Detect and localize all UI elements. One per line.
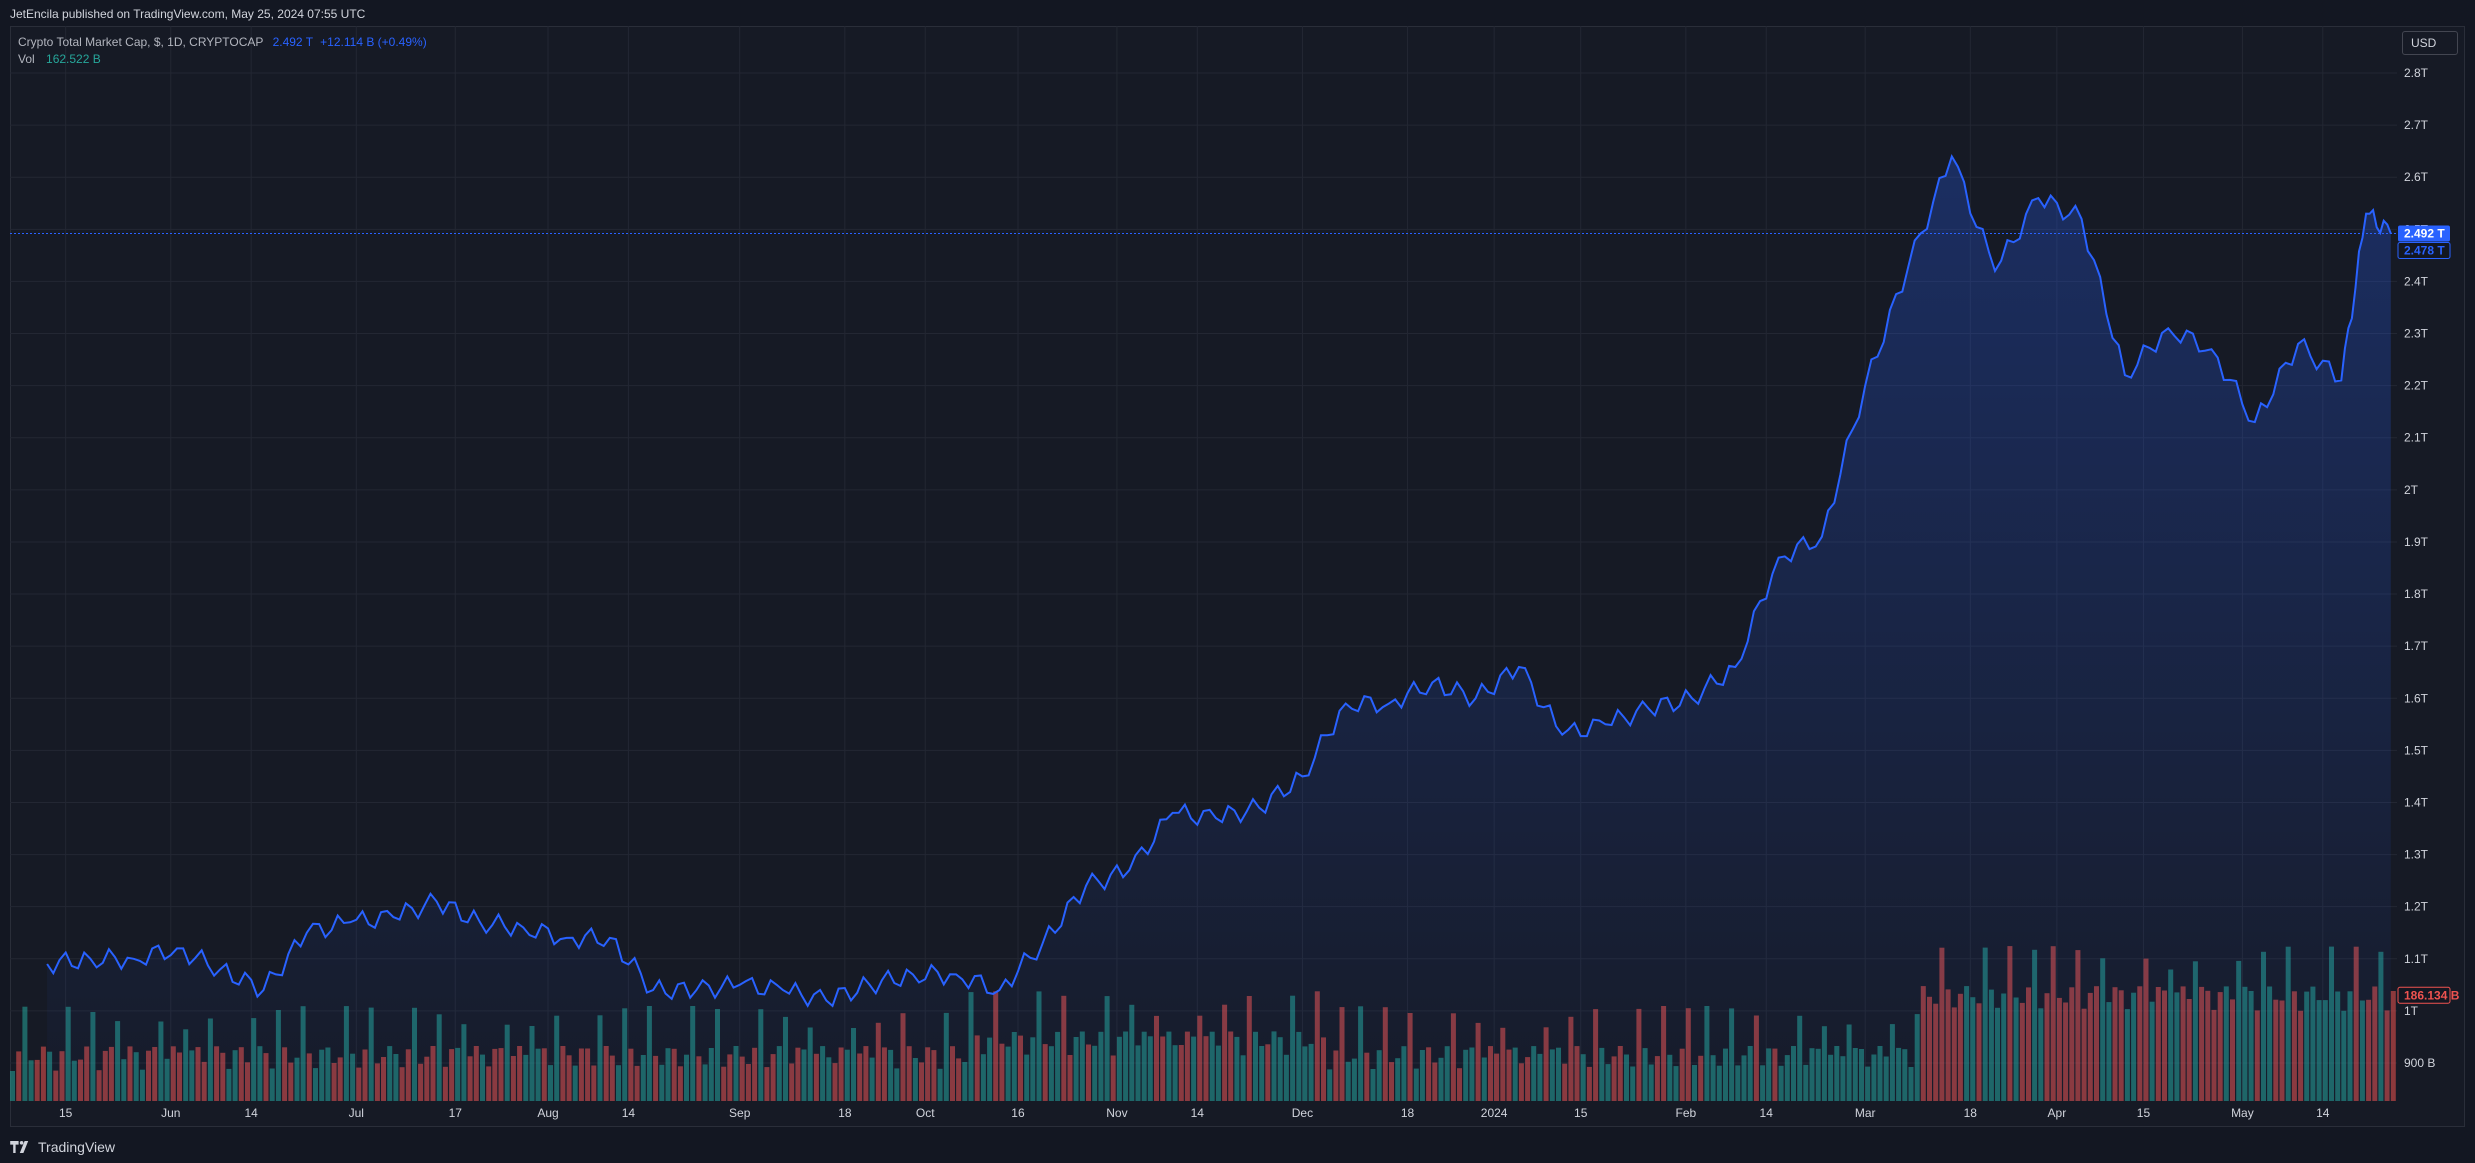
top-bar: JetEncila published on TradingView.com, … bbox=[0, 0, 2475, 26]
y-tick-label: 2.2T bbox=[2404, 379, 2429, 393]
x-tick-label: 18 bbox=[1401, 1106, 1415, 1120]
currency-selector[interactable]: USD bbox=[2402, 31, 2458, 55]
prev-close-tag: 2.478 T bbox=[2404, 243, 2445, 257]
legend-value: 2.492 T bbox=[272, 35, 313, 49]
price-line bbox=[46, 153, 2392, 1008]
x-tick-label: May bbox=[2231, 1106, 2254, 1120]
x-tick-label: Oct bbox=[916, 1106, 935, 1120]
tradingview-logo-icon bbox=[10, 1141, 29, 1153]
y-tick-label: 1.8T bbox=[2404, 587, 2429, 601]
x-tick-label: Aug bbox=[537, 1106, 558, 1120]
x-tick-label: Mar bbox=[1855, 1106, 1876, 1120]
volume-bar bbox=[28, 1060, 34, 1101]
y-tick-label: 1.6T bbox=[2404, 691, 2429, 705]
chart-legend: Crypto Total Market Cap, $, 1D, CRYPTOCA… bbox=[18, 34, 427, 68]
y-tick-label: 2T bbox=[2404, 483, 2419, 497]
x-tick-label: Feb bbox=[1676, 1106, 1697, 1120]
volume-bar bbox=[16, 1051, 22, 1101]
volume-bar bbox=[10, 1071, 15, 1101]
publisher-line: JetEncila published on TradingView.com, … bbox=[10, 7, 366, 21]
x-tick-label: Jun bbox=[161, 1106, 180, 1120]
x-axis[interactable]: 15 Jun 14 Jul 17 Aug 14 Sep 18 Oct 16 Nov 14 Dec 18 202… bbox=[59, 1106, 2330, 1120]
x-tick-label: 2024 bbox=[1481, 1106, 1508, 1120]
y-tick-label: 1.9T bbox=[2404, 535, 2429, 549]
y-tick-label: 1.5T bbox=[2404, 743, 2429, 757]
volume-tag-bg bbox=[2397, 986, 2451, 1004]
volume-bar bbox=[2390, 991, 2396, 1101]
legend-change: +12.114 B (+0.49%) bbox=[320, 35, 427, 49]
x-tick-label: Dec bbox=[1292, 1106, 1313, 1120]
x-tick-label: Apr bbox=[2048, 1106, 2067, 1120]
legend-vol-label: Vol bbox=[18, 52, 35, 66]
price-tag: 2.492 T bbox=[2404, 226, 2445, 240]
price-area-fill bbox=[47, 156, 2391, 1101]
y-tick-label: 1.3T bbox=[2404, 848, 2429, 862]
x-tick-label: 14 bbox=[2316, 1106, 2330, 1120]
x-tick-label: 15 bbox=[2137, 1106, 2151, 1120]
legend-symbol: Crypto Total Market Cap, $, 1D, CRYPTOCA… bbox=[18, 35, 264, 49]
x-tick-label: Nov bbox=[1106, 1106, 1127, 1120]
y-tick-label: 1.1T bbox=[2404, 952, 2429, 966]
y-tick-label: 2.4T bbox=[2404, 274, 2429, 288]
x-tick-label: Sep bbox=[729, 1106, 751, 1120]
x-tick-label: 14 bbox=[244, 1106, 258, 1120]
footer-bar bbox=[0, 1127, 2475, 1163]
y-tick-label: 2.1T bbox=[2404, 431, 2429, 445]
y-tick-label: 1T bbox=[2404, 1004, 2419, 1018]
y-tick-label: 900 B bbox=[2404, 1056, 2435, 1070]
y-tick-label: 1.4T bbox=[2404, 795, 2429, 809]
axis-tags: 2.492 T 2.478 T 186.134 B bbox=[2397, 225, 2460, 1004]
brand-name: TradingView bbox=[38, 1139, 116, 1155]
tradingview-brand[interactable]: TradingView bbox=[10, 1139, 115, 1155]
volume-bar bbox=[22, 1006, 28, 1101]
x-tick-label: 18 bbox=[1964, 1106, 1978, 1120]
x-tick-label: 14 bbox=[1760, 1106, 1774, 1120]
legend-vol-value: 162.522 B bbox=[46, 52, 101, 66]
x-tick-label: 14 bbox=[622, 1106, 636, 1120]
y-tick-label: 2.8T bbox=[2404, 66, 2429, 80]
x-tick-label: 17 bbox=[449, 1106, 463, 1120]
y-tick-label: 2.7T bbox=[2404, 118, 2429, 132]
legend-symbol-row: Crypto Total Market Cap, $, 1D, CRYPTOCA… bbox=[18, 34, 427, 51]
prev-close-tag-bg bbox=[2397, 241, 2451, 259]
x-tick-label: 15 bbox=[1574, 1106, 1588, 1120]
x-tick-label: Jul bbox=[349, 1106, 364, 1120]
x-tick-label: 15 bbox=[59, 1106, 73, 1120]
legend-volume-row: Vol 162.522 B bbox=[18, 51, 427, 68]
volume-bar bbox=[34, 1059, 40, 1101]
x-tick-label: 14 bbox=[1191, 1106, 1205, 1120]
y-tick-label: 2.6T bbox=[2404, 170, 2429, 184]
y-tick-label: 1.7T bbox=[2404, 639, 2429, 653]
y-axis[interactable]: 2.8T2.7T2.6T2.5T2.4T2.3T2.2T2.1T2T1.9T1.… bbox=[2404, 66, 2435, 1070]
price-tag-bg bbox=[2398, 225, 2450, 242]
y-tick-label: 1.2T bbox=[2404, 900, 2429, 914]
volume-tag: 186.134 B bbox=[2404, 988, 2460, 1002]
volume-bar bbox=[40, 1046, 46, 1101]
y-tick-label: 2.3T bbox=[2404, 327, 2429, 341]
x-tick-label: 18 bbox=[838, 1106, 852, 1120]
x-tick-label: 16 bbox=[1011, 1106, 1025, 1120]
